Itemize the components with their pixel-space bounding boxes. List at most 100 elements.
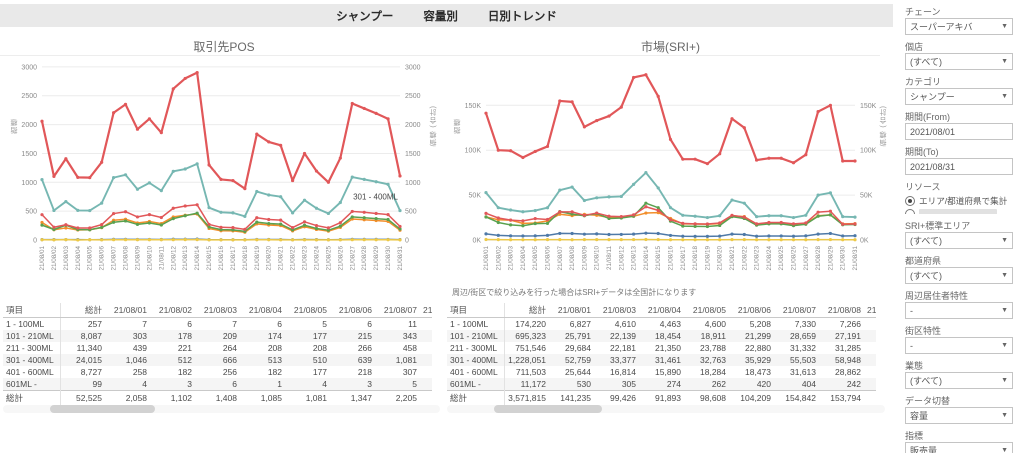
cell-value: 439 bbox=[132, 343, 147, 353]
dropdown-store[interactable]: (すべて) ▼ bbox=[905, 53, 1013, 70]
cell-value: 22,139 bbox=[610, 331, 636, 341]
filter-label: 都道府県 bbox=[905, 256, 942, 266]
svg-text:21/08/28: 21/08/28 bbox=[361, 246, 368, 271]
cell-value: 15,890 bbox=[655, 367, 681, 377]
dropdown-block-attr[interactable]: - ▼ bbox=[905, 337, 1013, 354]
column-header: 21/08/03 bbox=[195, 303, 240, 318]
svg-text:21/08/18: 21/08/18 bbox=[692, 246, 699, 271]
filter-value: 販売量 bbox=[910, 446, 938, 453]
h-scrollbar-track[interactable] bbox=[447, 405, 885, 413]
cell-value: 174 bbox=[267, 331, 282, 341]
row-label: 101 - 210ML bbox=[3, 330, 61, 342]
filter-label: 期間(From) bbox=[905, 112, 950, 122]
filter-store: 個店 (すべて) ▼ bbox=[905, 42, 1013, 70]
column-header: 総計 bbox=[504, 303, 549, 318]
radio-option-resource[interactable]: エリア/都道府県で集計 bbox=[905, 195, 1013, 207]
svg-text:21/08/21: 21/08/21 bbox=[278, 246, 285, 271]
pos-chart-panel: 取引先POS 0 0 500 500 1000 1000 1500 1500 2000 2000 2… bbox=[0, 36, 448, 304]
tab-by-volume[interactable]: 容量別 bbox=[423, 10, 458, 23]
input-period-from[interactable]: 2021/08/01 bbox=[905, 123, 1013, 140]
svg-text:21/08/27: 21/08/27 bbox=[803, 246, 810, 271]
column-header: 21/08/07 bbox=[375, 303, 420, 318]
cell-value bbox=[420, 366, 432, 378]
dropdown-resident-attr[interactable]: - ▼ bbox=[905, 302, 1013, 319]
chart-annotation: 301 - 400ML bbox=[353, 193, 398, 202]
cell-value bbox=[420, 342, 432, 354]
row-label: 101 - 210ML bbox=[447, 330, 505, 342]
cell-value: 695,323 bbox=[515, 331, 546, 341]
series-211 - 300ML bbox=[41, 204, 401, 231]
dropdown-business-type[interactable]: (すべて) ▼ bbox=[905, 372, 1013, 389]
tab-shampoo[interactable]: シャンプー bbox=[336, 10, 394, 23]
cell-value: 182 bbox=[267, 367, 282, 377]
svg-text:1000: 1000 bbox=[405, 180, 421, 187]
table-row: 総計 52,525 2,058 1,102 1,408 1,085 1,081 1,347 2,… bbox=[3, 390, 432, 405]
svg-text:21/08/09: 21/08/09 bbox=[581, 246, 588, 271]
svg-text:21/08/26: 21/08/26 bbox=[791, 246, 798, 271]
tab-daily-trend[interactable]: 日別トレンド bbox=[487, 10, 557, 23]
svg-text:21/08/25: 21/08/25 bbox=[778, 246, 785, 271]
cell-value: 154,842 bbox=[774, 390, 819, 405]
y-axis-label: 指標 bbox=[11, 118, 18, 134]
dropdown-prefecture[interactable]: (すべて) ▼ bbox=[905, 267, 1013, 284]
cell-value: 3 bbox=[367, 379, 372, 389]
radio-option-clipped[interactable] bbox=[905, 209, 1013, 214]
h-scrollbar-thumb[interactable] bbox=[494, 405, 602, 413]
cell-value: 98,608 bbox=[684, 390, 729, 405]
data-table: 項目 総計 21/08/01 21/08/03 21/08/04 21/08/05 21/0… bbox=[447, 303, 876, 405]
cell-value: 104,209 bbox=[729, 390, 774, 405]
row-label: 301 - 400ML bbox=[3, 354, 61, 366]
cell-value: 264 bbox=[222, 343, 237, 353]
y2-axis-label: 指標 (合計) bbox=[880, 105, 887, 147]
cell-value: 6 bbox=[367, 319, 372, 329]
filter-value: スーパーアキバ bbox=[910, 22, 973, 32]
cell-value: 7,266 bbox=[839, 319, 861, 329]
h-scrollbar-thumb[interactable] bbox=[50, 405, 155, 413]
cell-value: 1,081 bbox=[395, 355, 417, 365]
column-header: 21/08/08 bbox=[819, 303, 864, 318]
column-header: 21/08/06 bbox=[330, 303, 375, 318]
cell-value: 182 bbox=[177, 367, 192, 377]
table-row: 401 - 600ML 8,727 258 182 256 182 177 218 307 bbox=[3, 366, 432, 378]
svg-text:2000: 2000 bbox=[21, 122, 37, 129]
cell-value: 343 bbox=[402, 331, 417, 341]
svg-text:21/08/14: 21/08/14 bbox=[194, 246, 201, 271]
svg-text:21/08/16: 21/08/16 bbox=[218, 246, 225, 271]
svg-text:21/08/01: 21/08/01 bbox=[39, 246, 46, 271]
svg-text:21/08/07: 21/08/07 bbox=[111, 246, 118, 271]
svg-text:21/08/06: 21/08/06 bbox=[545, 246, 552, 271]
svg-text:21/08/03: 21/08/03 bbox=[63, 246, 70, 271]
column-header: 21/08/04 bbox=[240, 303, 285, 318]
svg-text:21/08/14: 21/08/14 bbox=[643, 246, 650, 271]
filter-value: (すべて) bbox=[910, 376, 943, 386]
dropdown-category[interactable]: シャンプー ▼ bbox=[905, 88, 1013, 105]
cell-value bbox=[864, 318, 876, 331]
filter-value: (すべて) bbox=[910, 271, 943, 281]
cell-value: 274 bbox=[666, 379, 681, 389]
cell-value: 5 bbox=[412, 379, 417, 389]
svg-text:21/08/29: 21/08/29 bbox=[373, 246, 380, 271]
h-scrollbar-track[interactable] bbox=[3, 405, 440, 413]
cell-value bbox=[864, 390, 876, 405]
cell-value: 1,085 bbox=[240, 390, 285, 405]
cell-value bbox=[420, 318, 432, 331]
dropdown-chain[interactable]: スーパーアキバ ▼ bbox=[905, 18, 1013, 35]
svg-text:21/08/07: 21/08/07 bbox=[557, 246, 564, 271]
filter-label: 期間(To) bbox=[905, 147, 939, 157]
table-row: 211 - 300ML 751,546 29,684 22,181 21,350 23,7… bbox=[447, 342, 876, 354]
filter-value: (すべて) bbox=[910, 57, 943, 67]
svg-text:21/08/28: 21/08/28 bbox=[815, 246, 822, 271]
cell-value: 178 bbox=[177, 331, 192, 341]
cell-value: 4,463 bbox=[659, 319, 681, 329]
dropdown-sri-area[interactable]: (すべて) ▼ bbox=[905, 232, 1013, 249]
cell-value: 177 bbox=[312, 367, 327, 377]
cell-value: 242 bbox=[846, 379, 861, 389]
svg-text:21/08/21: 21/08/21 bbox=[729, 246, 736, 271]
input-period-to[interactable]: 2021/08/31 bbox=[905, 158, 1013, 175]
filter-label: 指標 bbox=[905, 431, 924, 441]
dropdown-metric[interactable]: 販売量 ▼ bbox=[905, 442, 1013, 453]
dropdown-data-switch[interactable]: 容量 ▼ bbox=[905, 407, 1013, 424]
cell-value: 4,610 bbox=[614, 319, 636, 329]
filter-label: 街区特性 bbox=[905, 326, 942, 336]
